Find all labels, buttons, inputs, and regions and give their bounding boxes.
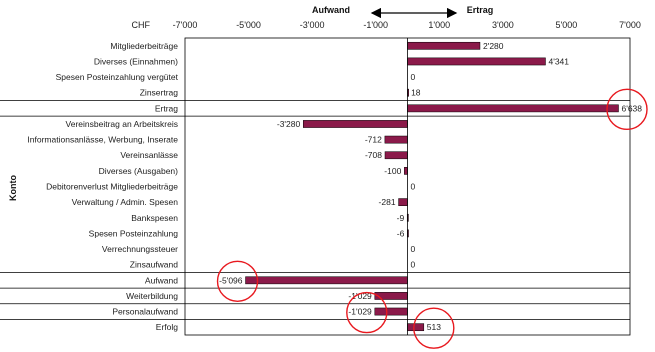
- tick-label: 3'000: [492, 20, 514, 30]
- highlight-circle: [413, 307, 455, 349]
- data-label: -5'096: [219, 275, 243, 285]
- row-label: Bankspesen: [131, 213, 178, 223]
- row-label: Weiterbildung: [126, 291, 178, 301]
- data-label: -708: [365, 150, 382, 160]
- bar: [302, 120, 408, 128]
- row-label: Spesen Posteinzahlung: [89, 228, 179, 238]
- tick-label: 7'000: [619, 20, 641, 30]
- highlight-circle: [346, 291, 388, 334]
- row-label: Ertrag: [155, 103, 178, 113]
- header-left: Aufwand: [312, 5, 350, 15]
- data-label: -3'280: [277, 119, 301, 129]
- row-label: Spesen Posteinzahlung vergütet: [56, 72, 179, 82]
- bar: [407, 104, 619, 113]
- bar: [404, 167, 408, 175]
- y-axis-label: Konto: [8, 175, 18, 201]
- data-label: -100: [384, 166, 401, 176]
- bar: [384, 151, 408, 160]
- bar: [374, 307, 408, 316]
- data-label: 513: [427, 322, 441, 332]
- tick-label: -7'000: [173, 20, 198, 30]
- bar: [407, 41, 481, 50]
- data-label: -1'029: [348, 291, 372, 301]
- data-label: -1'029: [348, 307, 372, 317]
- tick-label: -3'000: [300, 20, 325, 30]
- data-label: -281: [379, 197, 396, 207]
- row-label: Personalaufwand: [112, 307, 178, 317]
- row-label: Debitorenverlust Mitgliederbeiträge: [46, 182, 178, 192]
- data-label: -6: [397, 228, 405, 238]
- bar: [374, 292, 408, 300]
- data-label: -9: [397, 213, 405, 223]
- row-label: Vereinsbeitrag an Arbeitskreis: [66, 119, 178, 129]
- chart-rows: Mitgliederbeiträge 2'280 Diverses (Einnahm…: [0, 41, 642, 332]
- row-label: Aufwand: [145, 275, 178, 285]
- bar: [245, 276, 408, 285]
- data-label: 0: [411, 182, 416, 192]
- data-label: 18: [411, 88, 421, 98]
- row-label: Erfolg: [156, 322, 178, 332]
- bar: [398, 198, 408, 206]
- bar: [407, 57, 546, 66]
- data-label: 0: [411, 244, 416, 254]
- tick-label: 1'000: [428, 20, 450, 30]
- tick-label: 5'000: [556, 20, 578, 30]
- tick-label: -5'000: [236, 20, 261, 30]
- data-label: 6'638: [621, 103, 642, 113]
- row-label: Verwaltung / Admin. Spesen: [72, 197, 179, 207]
- bar: [384, 135, 408, 144]
- row-label: Mitgliederbeiträge: [110, 41, 178, 51]
- tick-labels: -7'000 -5'000 -3'000 -1'000 1'000 3'000 5'000 7…: [173, 20, 641, 30]
- currency-label: CHF: [132, 20, 151, 30]
- header-right: Ertrag: [467, 5, 494, 15]
- row-label: Informationsanlässe, Werbung, Inserate: [27, 135, 178, 145]
- tick-label: -1'000: [363, 20, 388, 30]
- data-label: -712: [365, 135, 382, 145]
- bar: [407, 323, 425, 332]
- row-label: Diverses (Ausgaben): [99, 166, 179, 176]
- row-label: Verrechnungssteuer: [102, 244, 178, 254]
- data-label: 0: [411, 260, 416, 270]
- data-label: 4'341: [548, 56, 569, 66]
- highlight-markers: [216, 88, 648, 349]
- highlight-circle: [216, 260, 259, 302]
- row-label: Diverses (Einnahmen): [94, 56, 178, 66]
- data-label: 0: [411, 72, 416, 82]
- data-label: 2'280: [483, 41, 504, 51]
- row-label: Zinsaufwand: [130, 260, 178, 270]
- row-label: Zinsertrag: [140, 88, 179, 98]
- highlight-circle: [606, 88, 648, 131]
- row-label: Vereinsanlässe: [120, 150, 178, 160]
